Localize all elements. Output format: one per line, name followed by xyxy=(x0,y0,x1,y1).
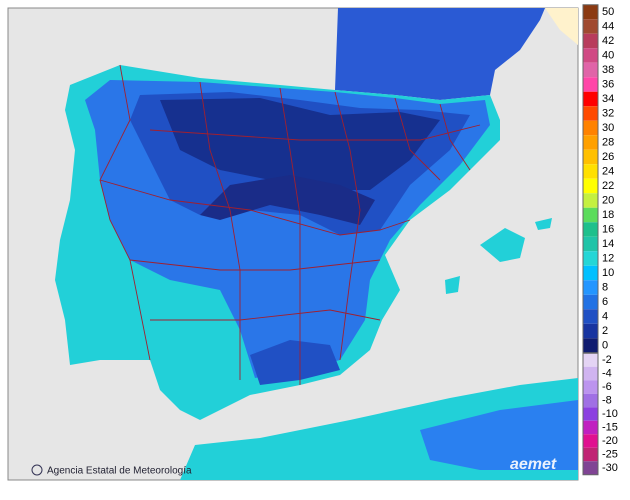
legend-swatch xyxy=(583,62,598,78)
legend-label: 14 xyxy=(602,238,614,250)
legend-swatch xyxy=(583,353,598,367)
legend-swatch xyxy=(583,19,598,34)
legend-label: 26 xyxy=(602,151,614,163)
legend-label: -4 xyxy=(602,367,612,379)
legend-label: 24 xyxy=(602,165,614,177)
legend-swatch xyxy=(583,207,598,223)
legend-label: 16 xyxy=(602,223,614,235)
legend-label: 12 xyxy=(602,252,614,264)
mallorca xyxy=(480,228,525,262)
legend-label: 28 xyxy=(602,136,614,148)
border xyxy=(149,124,481,141)
legend-swatch xyxy=(583,294,598,310)
legend-swatch xyxy=(583,77,598,92)
border xyxy=(279,87,301,385)
legend-label: -8 xyxy=(602,394,612,406)
legend-label: 30 xyxy=(602,122,614,134)
legend-swatch xyxy=(583,120,598,136)
legend-label: 34 xyxy=(602,93,614,105)
legend-label: 40 xyxy=(602,49,614,61)
legend-swatch xyxy=(583,149,598,165)
credit: Agencia Estatal de Meteorología xyxy=(47,466,192,477)
border xyxy=(99,64,151,361)
legend-swatch xyxy=(583,447,598,462)
legend-swatch xyxy=(583,380,598,394)
legend-label: 50 xyxy=(602,6,614,18)
legend-label: 10 xyxy=(602,267,614,279)
legend-label: 2 xyxy=(602,325,608,337)
legend-label: -20 xyxy=(602,435,618,447)
land-corner xyxy=(545,8,578,45)
ibiza xyxy=(445,276,460,294)
legend-label: 36 xyxy=(602,78,614,90)
border xyxy=(334,91,361,361)
legend-label: 4 xyxy=(602,310,608,322)
legend-swatch xyxy=(583,461,598,475)
legend-label: -2 xyxy=(602,354,612,366)
legend-label: 6 xyxy=(602,296,608,308)
central-range xyxy=(200,175,375,225)
legend-swatch xyxy=(583,33,598,49)
legend-swatch xyxy=(583,4,598,20)
legend-label: 0 xyxy=(602,339,608,351)
africa-highlands xyxy=(420,400,578,470)
france xyxy=(335,8,545,100)
legend-label: -25 xyxy=(602,448,618,460)
legend-label: 44 xyxy=(602,20,614,32)
legend-swatch xyxy=(583,393,598,408)
legend-label: 8 xyxy=(602,281,608,293)
legend-swatch xyxy=(583,193,598,208)
legend-label: -6 xyxy=(602,381,612,393)
legend-swatch xyxy=(583,164,598,179)
border xyxy=(439,103,471,171)
legend-swatch xyxy=(583,106,598,121)
highlands xyxy=(160,98,440,190)
legend: 5044424038363432302826242220181614121086… xyxy=(582,4,618,476)
legend-swatch xyxy=(583,48,598,63)
legend-swatch xyxy=(583,178,598,194)
border xyxy=(394,97,441,181)
sierra-nevada xyxy=(250,340,340,385)
legend-swatch xyxy=(583,323,598,339)
border xyxy=(150,309,381,321)
legend-label: -30 xyxy=(602,462,618,474)
legend-swatch xyxy=(583,338,598,353)
legend-label: -15 xyxy=(602,421,618,433)
legend-swatch xyxy=(583,251,598,266)
legend-swatch xyxy=(583,434,598,448)
legend-label: 38 xyxy=(602,64,614,76)
legend-swatch xyxy=(583,309,598,324)
legend-swatch xyxy=(583,366,598,381)
border xyxy=(99,179,411,236)
legend-swatch xyxy=(583,265,598,281)
legend-label: 42 xyxy=(602,35,614,47)
legend-label: 18 xyxy=(602,209,614,221)
menorca xyxy=(535,218,552,230)
legend-label: 20 xyxy=(602,194,614,206)
legend-label: -10 xyxy=(602,408,618,420)
legend-swatch xyxy=(583,236,598,252)
legend-swatch xyxy=(583,280,598,295)
logo: aemet xyxy=(510,456,557,473)
credit-icon xyxy=(31,464,43,476)
border xyxy=(129,259,381,271)
border xyxy=(199,81,241,380)
legend-swatch xyxy=(583,91,598,107)
legend-swatch xyxy=(583,407,598,421)
legend-label: 22 xyxy=(602,180,614,192)
legend-swatch xyxy=(583,135,598,150)
legend-label: 32 xyxy=(602,107,614,119)
legend-swatch xyxy=(583,222,598,237)
legend-box xyxy=(582,352,599,476)
legend-swatch xyxy=(583,420,598,435)
